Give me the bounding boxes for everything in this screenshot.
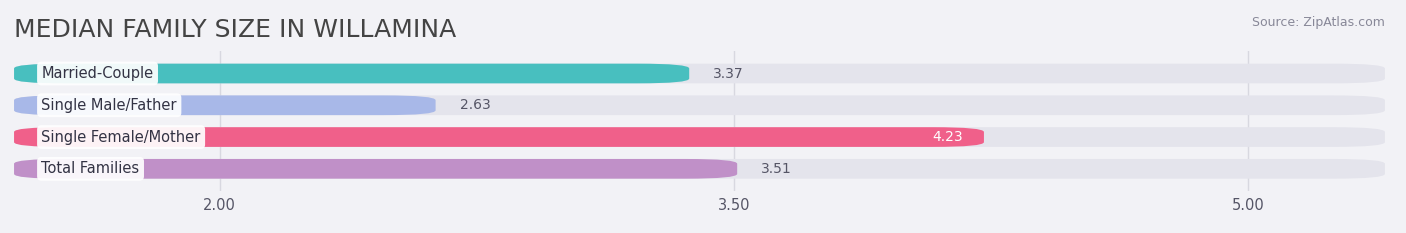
Text: Single Male/Father: Single Male/Father xyxy=(42,98,177,113)
Text: 2.63: 2.63 xyxy=(460,98,491,112)
Text: 4.23: 4.23 xyxy=(932,130,963,144)
FancyBboxPatch shape xyxy=(14,159,1385,179)
FancyBboxPatch shape xyxy=(14,127,1385,147)
FancyBboxPatch shape xyxy=(14,64,1385,83)
FancyBboxPatch shape xyxy=(14,64,689,83)
Text: Total Families: Total Families xyxy=(42,161,139,176)
FancyBboxPatch shape xyxy=(14,159,737,179)
Text: Source: ZipAtlas.com: Source: ZipAtlas.com xyxy=(1251,16,1385,29)
FancyBboxPatch shape xyxy=(14,96,436,115)
FancyBboxPatch shape xyxy=(14,127,984,147)
FancyBboxPatch shape xyxy=(14,96,1385,115)
Text: MEDIAN FAMILY SIZE IN WILLAMINA: MEDIAN FAMILY SIZE IN WILLAMINA xyxy=(14,18,457,42)
Text: Single Female/Mother: Single Female/Mother xyxy=(42,130,201,144)
Text: 3.51: 3.51 xyxy=(761,162,792,176)
Text: Married-Couple: Married-Couple xyxy=(42,66,153,81)
Text: 3.37: 3.37 xyxy=(713,66,744,80)
